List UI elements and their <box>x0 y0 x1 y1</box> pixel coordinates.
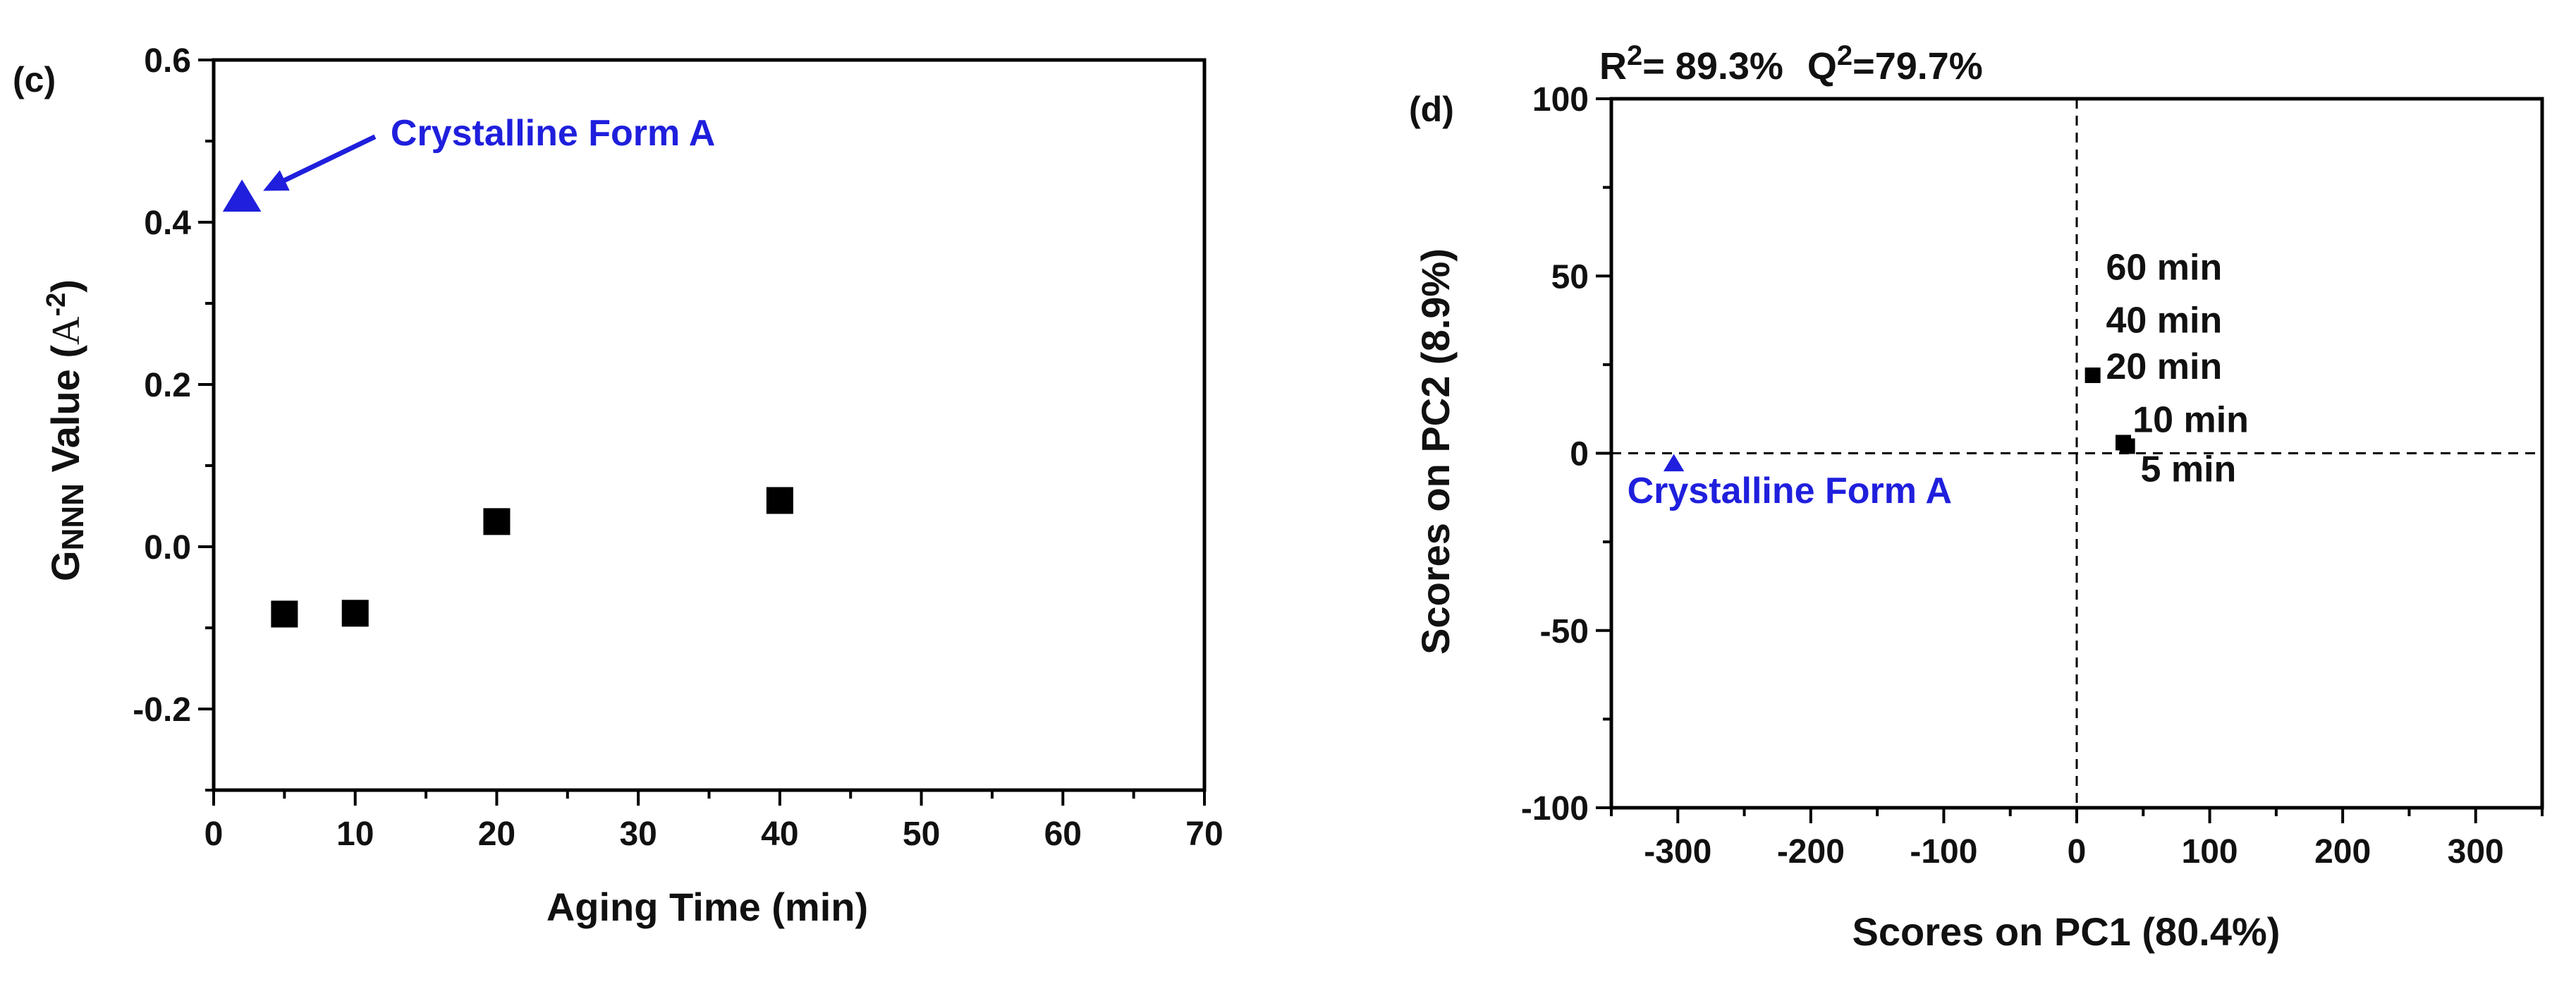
x-tick-label: 300 <box>2448 833 2504 871</box>
x-tick-label: 10 <box>336 816 374 853</box>
r-squared-superscript: 2 <box>1627 40 1642 71</box>
x-tick-label: 70 <box>1185 816 1223 853</box>
annotation-label: 40 min <box>2106 301 2222 341</box>
data-point-square <box>271 600 298 628</box>
q-squared-prefix: Q <box>1807 45 1837 87</box>
panel-d-annotations: 60 min 40 min 20 min 10 min 5 min Crystalline… <box>1628 247 2249 511</box>
y-tick-label: 0.0 <box>144 529 191 566</box>
r-squared-prefix: R <box>1599 45 1627 87</box>
y-title-unit: A <box>44 316 88 345</box>
panel-c-x-axis-title: Aging Time (min) <box>547 885 868 929</box>
panel-c-y-tick-labels: -0.2 0.0 0.2 0.4 0.6 <box>133 42 191 729</box>
panel-c-plot-frame <box>212 58 1207 792</box>
panel-d-label: (d) <box>1409 90 1454 129</box>
y-tick-label: 0.2 <box>144 367 191 404</box>
panel-d-ticks <box>1596 97 2544 823</box>
annotation-label: 5 min <box>2141 449 2237 490</box>
data-point-square <box>483 508 511 535</box>
data-point-square <box>766 487 793 514</box>
panel-c-x-tick-labels: 0 10 20 30 40 50 60 70 <box>205 816 1223 853</box>
data-point-square <box>2119 438 2135 454</box>
panel-d-zero-reference-lines <box>1611 99 2542 808</box>
panel-c-y-axis-title: GNNN Value (A-2) <box>42 279 90 581</box>
y-tick-label: 0.4 <box>144 205 191 242</box>
x-tick-label: 20 <box>478 816 515 853</box>
data-point-square <box>2084 367 2101 383</box>
x-tick-label: 100 <box>2182 833 2238 871</box>
y-tick-label: -100 <box>1521 790 1589 828</box>
panel-d-y-axis-title: Scores on PC2 (8.9%) <box>1413 248 1458 655</box>
panel-c-annotations: Crystalline Form A <box>263 113 715 191</box>
x-tick-label: 40 <box>761 816 798 853</box>
data-point-triangle <box>1663 454 1685 472</box>
x-tick-label: -200 <box>1777 833 1845 871</box>
q-squared-value: =79.7% <box>1852 45 1983 87</box>
x-tick-label: 30 <box>619 816 657 853</box>
x-tick-label: -300 <box>1644 833 1711 871</box>
q-squared-superscript: 2 <box>1837 40 1852 71</box>
annotation-label: Crystalline Form A <box>391 113 715 154</box>
y-title-middle: Value ( <box>43 345 87 483</box>
annotation-label: 10 min <box>2132 399 2249 440</box>
annotation-label: Crystalline Form A <box>1628 471 1952 511</box>
annotation-label: 60 min <box>2106 247 2222 288</box>
panel-d-chart: (d) R2= 89.3% Q2=79.7% -300 -200 -100 0 100 20… <box>1409 40 2544 954</box>
y-tick-label: 0 <box>1570 436 1589 473</box>
x-tick-label: 50 <box>903 816 940 853</box>
y-tick-label: 100 <box>1532 81 1589 119</box>
x-tick-label: 200 <box>2314 833 2371 871</box>
annotation-arrow-shaft <box>271 134 377 188</box>
x-tick-label: 0 <box>205 816 224 853</box>
panel-d-fit-statistics: R2= 89.3% Q2=79.7% <box>1599 40 1983 87</box>
panel-c-data-points <box>222 179 793 628</box>
y-tick-label: 0.6 <box>144 42 191 80</box>
y-tick-label: -0.2 <box>133 691 191 729</box>
annotation-label: 20 min <box>2106 346 2222 387</box>
x-tick-label: 0 <box>2068 833 2087 871</box>
r-squared-value: = 89.3% <box>1642 45 1783 87</box>
x-tick-label: -100 <box>1910 833 1977 871</box>
panel-c-ticks <box>198 59 1206 806</box>
panel-d-y-tick-labels: -100 -50 0 50 100 <box>1521 81 1589 828</box>
panel-c-chart: (c) 0 10 20 30 40 50 60 70 -0.2 0.0 0.2 0.4 0.6 Cry… <box>13 42 1223 929</box>
panel-d-x-axis-title: Scores on PC1 (80.4%) <box>1852 909 2281 954</box>
panel-d-x-tick-labels: -300 -200 -100 0 100 200 300 <box>1644 833 2504 871</box>
annotation-arrow-head <box>263 170 290 191</box>
panel-c-label: (c) <box>13 60 56 99</box>
x-tick-label: 60 <box>1044 816 1082 853</box>
panel-d-data-points <box>1663 367 2135 472</box>
y-title-prefix: G <box>43 550 87 581</box>
y-title-superscript: -2 <box>42 293 71 317</box>
y-tick-label: -50 <box>1540 613 1589 650</box>
y-tick-label: 50 <box>1551 258 1589 296</box>
y-title-subscript: NNN <box>56 483 90 550</box>
data-point-triangle <box>222 179 262 212</box>
data-point-square <box>341 600 369 627</box>
y-title-suffix: ) <box>43 279 87 293</box>
